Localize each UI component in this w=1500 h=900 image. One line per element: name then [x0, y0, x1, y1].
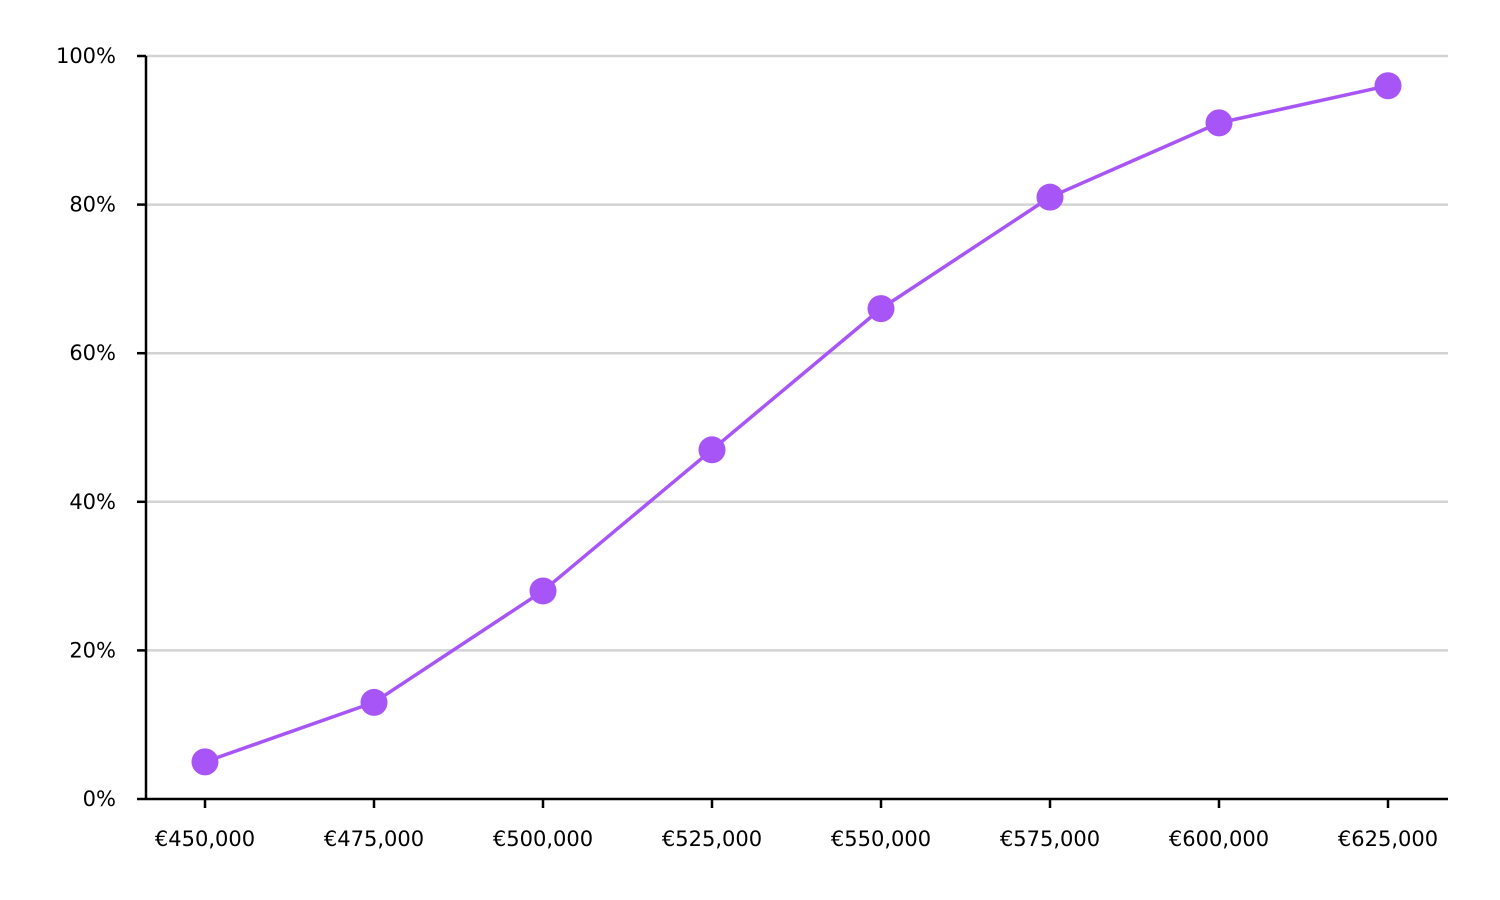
y-tick-label-3: 60%: [69, 341, 116, 365]
series-layer: [191, 72, 1402, 776]
y-tick-label-5: 100%: [56, 44, 116, 68]
data-point-6: [1205, 109, 1233, 137]
data-point-4: [867, 295, 895, 323]
x-tick-label-0: €450,000: [155, 827, 255, 851]
y-tick-label-1: 20%: [69, 638, 116, 662]
x-axis-ticks: €450,000 €475,000 €500,000 €525,000 €550,000…: [155, 799, 1438, 851]
y-tick-label-2: 40%: [69, 490, 116, 514]
data-point-1: [360, 688, 388, 716]
y-tick-label-0: 0%: [83, 787, 116, 811]
x-tick-label-1: €475,000: [324, 827, 424, 851]
data-point-0: [191, 748, 219, 776]
x-tick-label-6: €600,000: [1169, 827, 1269, 851]
x-tick-label-7: €625,000: [1338, 827, 1438, 851]
data-point-7: [1374, 72, 1402, 100]
gridlines: [146, 54, 1448, 652]
x-tick-label-2: €500,000: [493, 827, 593, 851]
data-point-5: [1036, 183, 1064, 211]
x-tick-label-5: €575,000: [1000, 827, 1100, 851]
series-line-0: [203, 83, 1390, 764]
data-point-2: [529, 577, 557, 605]
y-axis-ticks: 0% 20% 40% 60% 80% 100%: [56, 44, 146, 811]
data-point-3: [698, 436, 726, 464]
y-tick-label-4: 80%: [69, 193, 116, 217]
x-tick-label-4: €550,000: [831, 827, 931, 851]
x-tick-label-3: €525,000: [662, 827, 762, 851]
axes: [144, 56, 1448, 801]
